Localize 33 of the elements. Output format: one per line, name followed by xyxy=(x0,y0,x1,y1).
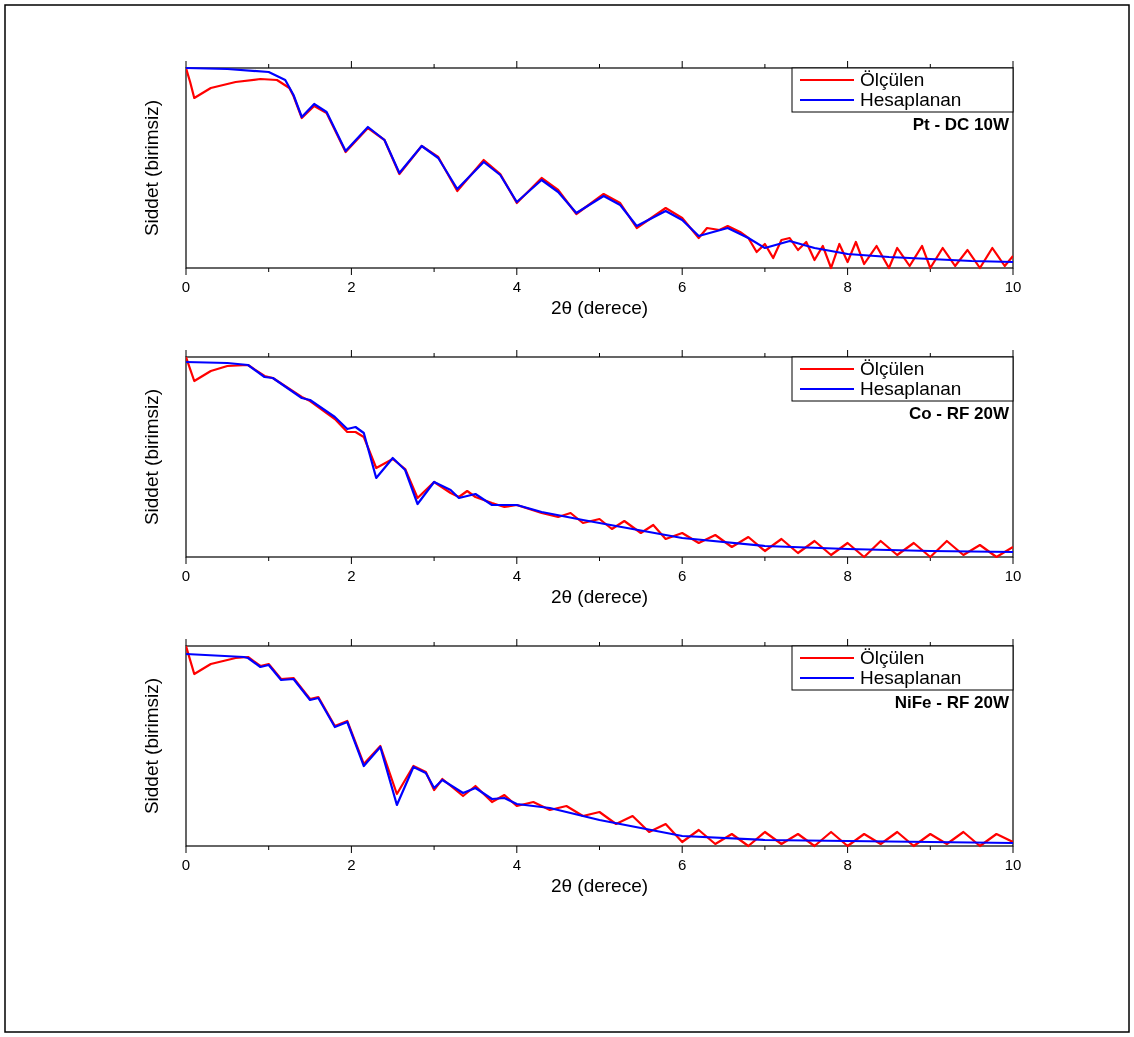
x-tick-label: 6 xyxy=(678,856,687,873)
annotation: NiFe - RF 20W xyxy=(894,693,1010,712)
legend-label: Hesaplanan xyxy=(860,89,962,110)
x-tick-label: 0 xyxy=(181,567,191,584)
x-tick-label: 10 xyxy=(1004,856,1022,873)
y-axis-title: Siddet (birimsiz) xyxy=(141,99,162,237)
x-tick-label: 2 xyxy=(347,567,356,584)
x-axis-title: 2θ (derece) xyxy=(550,297,649,318)
legend-label: Ölçülen xyxy=(860,647,925,668)
x-tick-label: 10 xyxy=(1004,278,1022,295)
x-tick-label: 0 xyxy=(181,856,191,873)
x-tick-label: 0 xyxy=(181,278,191,295)
x-tick-label: 2 xyxy=(347,856,356,873)
x-tick-label: 4 xyxy=(512,856,521,873)
annotation: Co - RF 20W xyxy=(908,404,1010,423)
x-tick-label: 8 xyxy=(843,567,852,584)
x-axis-title: 2θ (derece) xyxy=(550,586,649,607)
x-tick-label: 10 xyxy=(1004,567,1022,584)
x-tick-label: 8 xyxy=(843,856,852,873)
x-tick-label: 2 xyxy=(347,278,356,295)
x-tick-label: 4 xyxy=(512,567,521,584)
legend-label: Ölçülen xyxy=(860,358,925,379)
x-tick-label: 6 xyxy=(678,278,687,295)
x-tick-label: 4 xyxy=(512,278,521,295)
legend-label: Ölçülen xyxy=(860,69,925,90)
y-axis-title: Siddet (birimsiz) xyxy=(141,677,162,815)
x-tick-label: 6 xyxy=(678,567,687,584)
y-axis-title: Siddet (birimsiz) xyxy=(141,388,162,526)
legend-label: Hesaplanan xyxy=(860,667,962,688)
x-axis-title: 2θ (derece) xyxy=(550,875,649,896)
annotation: Pt - DC 10W xyxy=(912,115,1010,134)
legend-label: Hesaplanan xyxy=(860,378,962,399)
x-tick-label: 8 xyxy=(843,278,852,295)
